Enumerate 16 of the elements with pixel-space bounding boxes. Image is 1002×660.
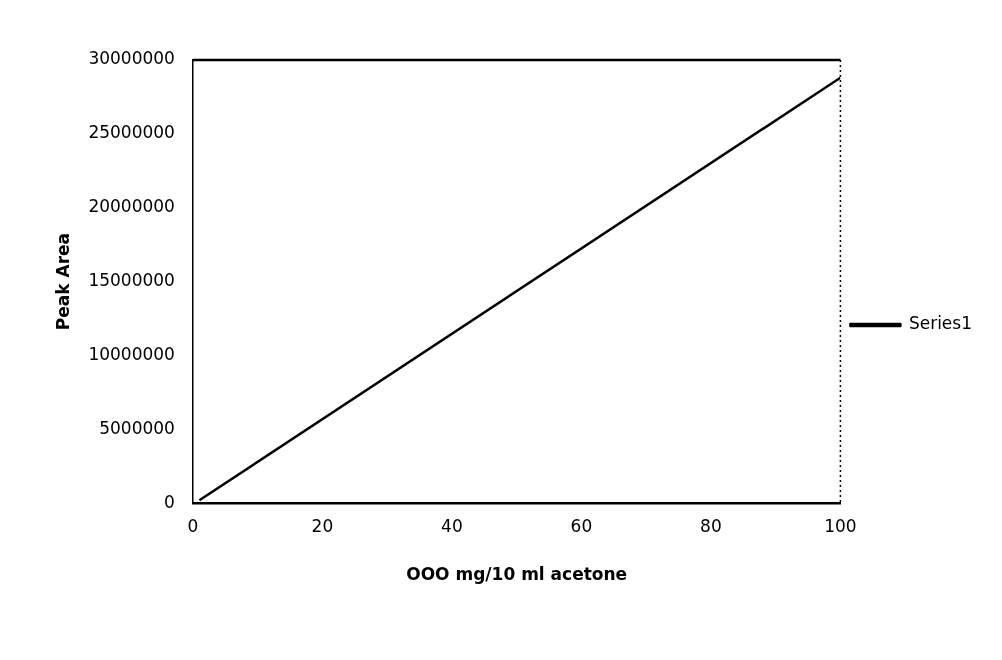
y-tick-label: 10000000 [88, 343, 175, 364]
y-axis-title: Peak Area [52, 232, 73, 331]
x-tick-label: 20 [311, 515, 334, 536]
y-tick-label: 20000000 [88, 196, 175, 217]
x-tick-label: 0 [187, 515, 199, 536]
y-tick-label: 5000000 [99, 417, 175, 438]
y-tick-label: 0 [164, 491, 175, 512]
y-tick-label: 25000000 [88, 122, 175, 143]
x-tick-label: 100 [824, 515, 857, 536]
x-tick-label: 80 [700, 515, 722, 536]
y-tick-label: 30000000 [88, 48, 175, 69]
x-tick-label: 60 [570, 515, 593, 536]
legend-label: Series1 [908, 313, 973, 334]
x-tick-label: 40 [441, 515, 463, 536]
y-tick-label: 15000000 [88, 270, 175, 291]
x-axis-title: OOO mg/10 ml acetone [406, 564, 628, 585]
